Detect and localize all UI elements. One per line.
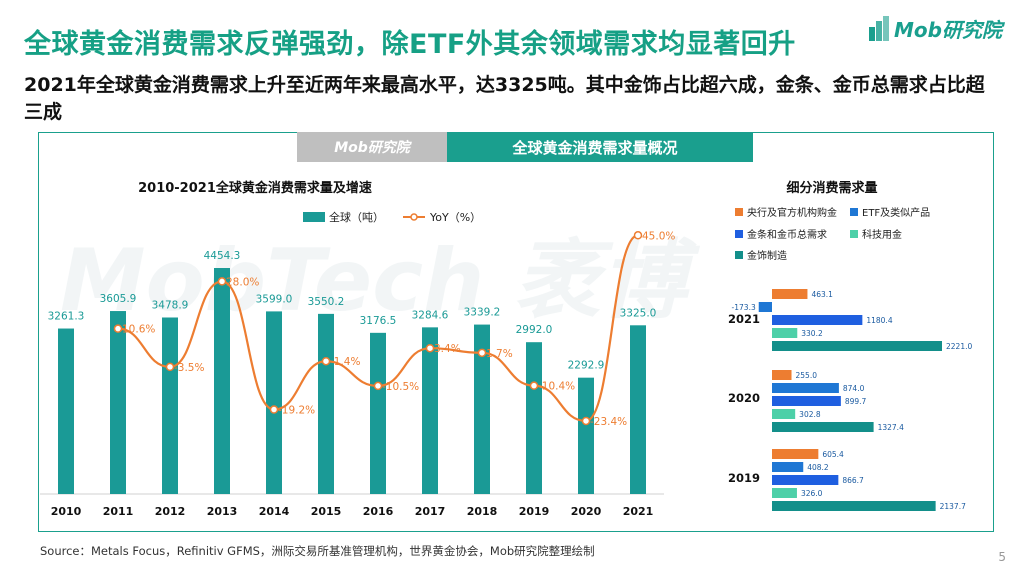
banner-title: 全球黄金消费需求量概况: [512, 138, 678, 157]
page-subtitle: 2021年全球黄金消费需求上升至近两年来最高水平，达3325吨。其中金饰占比超六…: [24, 74, 985, 123]
banner-logo-text: Mob研究院: [334, 140, 410, 156]
source-note: Source：Metals Focus，Refinitiv GFMS，洲际交易所…: [40, 544, 595, 558]
brand-logo: Mob研究院: [868, 14, 1002, 43]
page-number: 5: [998, 550, 1006, 564]
page-title: 全球黄金消费需求反弹强劲，除ETF外其余领域需求均显著回升: [24, 29, 796, 60]
logo-text: Mob研究院: [894, 18, 1002, 42]
banner-logo: Mob研究院: [297, 132, 447, 162]
logo-mark-icon: [868, 15, 890, 43]
chart-panel: Mob研究院 全球黄金消费需求量概况: [38, 132, 994, 532]
panel-banner: Mob研究院 全球黄金消费需求量概况: [297, 132, 753, 162]
